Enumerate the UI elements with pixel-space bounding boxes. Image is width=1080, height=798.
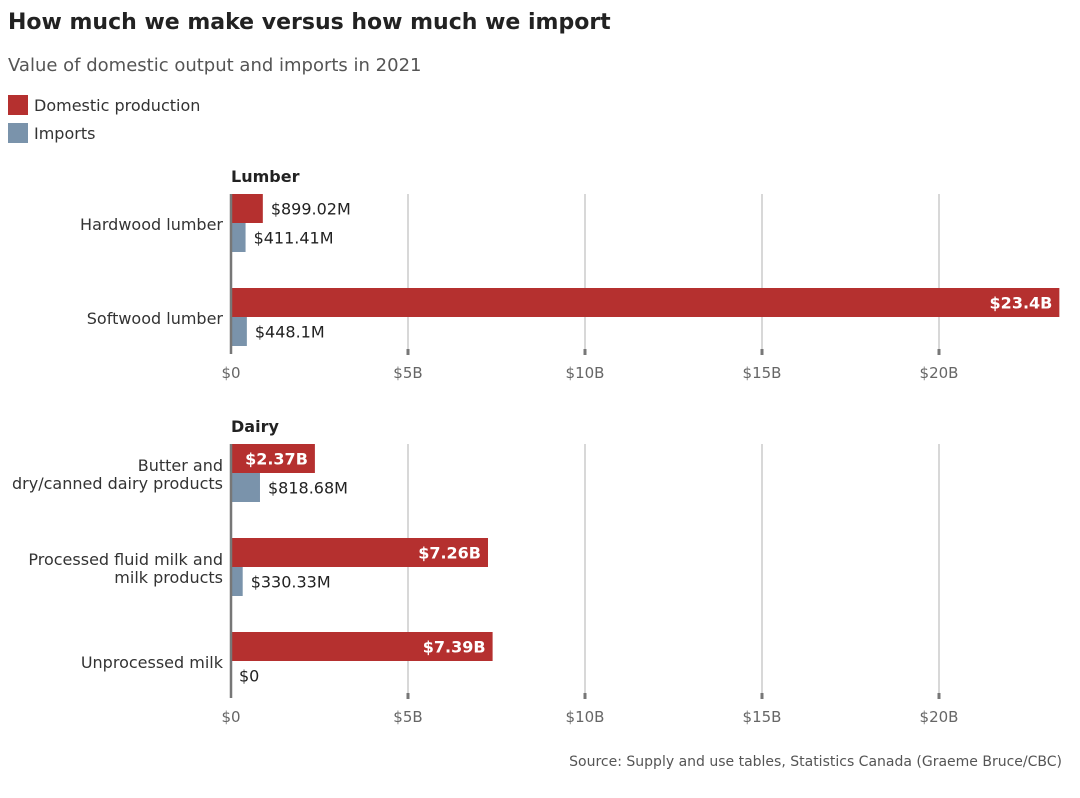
bar-value-label: $23.4B [990, 294, 1053, 313]
bar-value-label: $899.02M [271, 200, 351, 219]
bar-imports [231, 317, 247, 346]
x-tick-label: $0 [221, 708, 240, 726]
bar-value-label: $330.33M [251, 573, 331, 592]
x-tick-label: $20B [920, 364, 959, 382]
x-tick-label: $20B [920, 708, 959, 726]
legend-swatch-imports [8, 123, 28, 143]
bar-value-label: $411.41M [254, 229, 334, 248]
bar-value-label: $0 [239, 667, 259, 686]
panel-title: Lumber [231, 167, 300, 186]
bar-imports [231, 473, 260, 502]
x-tick-label: $15B [743, 708, 782, 726]
legend-label-domestic: Domestic production [34, 95, 201, 115]
bar-domestic [231, 632, 493, 661]
tick-mark [937, 693, 941, 699]
bar-value-label: $7.26B [418, 544, 481, 563]
bar-value-label: $818.68M [268, 479, 348, 498]
category-label: milk products [114, 568, 223, 587]
category-label: dry/canned dairy products [12, 474, 223, 493]
legend-item-domestic: Domestic production [8, 95, 200, 115]
x-tick-label: $15B [743, 364, 782, 382]
panel-title: Dairy [231, 417, 279, 436]
chart-subtitle: Value of domestic output and imports in … [8, 55, 422, 76]
x-tick-label: $10B [566, 708, 605, 726]
tick-mark [760, 349, 764, 355]
category-label: Processed fluid milk and [28, 550, 223, 569]
bar-value-label: $7.39B [423, 638, 486, 657]
x-tick-label: $5B [393, 364, 422, 382]
bar-domestic [231, 538, 489, 567]
bar-imports [231, 223, 246, 252]
category-label: Unprocessed milk [81, 653, 224, 672]
legend-swatch-domestic [8, 95, 28, 115]
category-label: Softwood lumber [87, 309, 224, 328]
x-tick-label: $0 [221, 364, 240, 382]
legend-label-imports: Imports [34, 123, 96, 143]
tick-mark [406, 693, 410, 699]
bar-imports [231, 567, 243, 596]
legend-item-imports: Imports [8, 123, 95, 143]
category-label: Butter and [138, 456, 223, 475]
category-label: Hardwood lumber [80, 215, 223, 234]
x-tick-label: $5B [393, 708, 422, 726]
bar-value-label: $2.37B [245, 450, 308, 469]
chart-title: How much we make versus how much we impo… [8, 10, 611, 35]
tick-mark [583, 693, 587, 699]
tick-mark [406, 349, 410, 355]
tick-mark [583, 349, 587, 355]
tick-mark [937, 349, 941, 355]
source-note: Source: Supply and use tables, Statistic… [569, 754, 1062, 770]
tick-mark [760, 693, 764, 699]
x-tick-label: $10B [566, 364, 605, 382]
bar-value-label: $448.1M [255, 323, 325, 342]
bar-domestic [231, 444, 315, 473]
bar-domestic [231, 288, 1060, 317]
bar-domestic [231, 194, 263, 223]
